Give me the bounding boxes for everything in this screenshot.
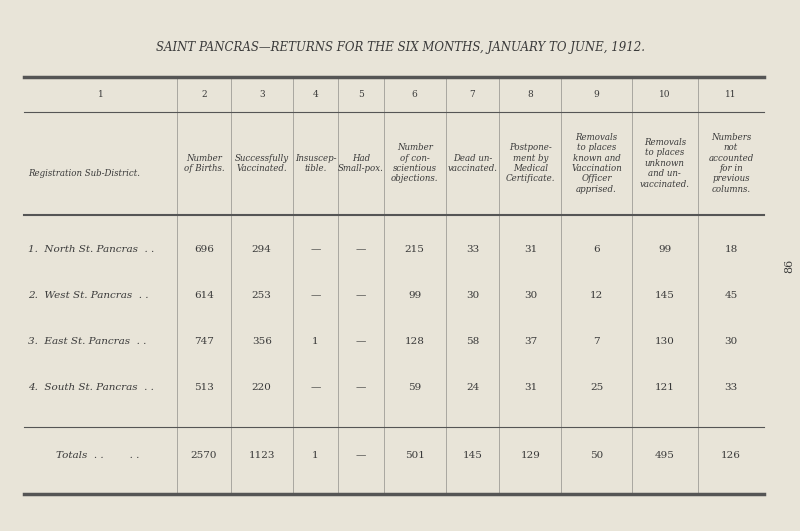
Text: Number
of con-
scientious
objections.: Number of con- scientious objections. <box>391 143 438 183</box>
Text: 121: 121 <box>655 383 674 392</box>
Text: Number
of Births.: Number of Births. <box>183 153 224 173</box>
Text: 30: 30 <box>724 337 738 346</box>
Text: 614: 614 <box>194 291 214 300</box>
Text: 130: 130 <box>655 337 674 346</box>
Text: 6: 6 <box>594 245 600 254</box>
Text: 7: 7 <box>594 337 600 346</box>
Text: 30: 30 <box>466 291 479 300</box>
Text: —: — <box>356 383 366 392</box>
Text: 220: 220 <box>252 383 272 392</box>
Text: SAINT PANCRAS—RETURNS FOR THE SIX MONTHS, JANUARY TO JUNE, 1912.: SAINT PANCRAS—RETURNS FOR THE SIX MONTHS… <box>155 41 645 54</box>
Text: 6: 6 <box>412 90 418 99</box>
Text: 129: 129 <box>521 451 540 460</box>
Text: —: — <box>356 451 366 460</box>
Text: Removals
to places
unknown
and un-
vaccinated.: Removals to places unknown and un- vacci… <box>640 138 690 189</box>
Text: 3.  East St. Pancras  . .: 3. East St. Pancras . . <box>28 337 146 346</box>
Text: 7: 7 <box>470 90 475 99</box>
Text: 696: 696 <box>194 245 214 254</box>
Text: —: — <box>310 383 321 392</box>
Text: 5: 5 <box>358 90 364 99</box>
Text: Postpone-
ment by
Medical
Certificate.: Postpone- ment by Medical Certificate. <box>506 143 555 183</box>
Text: 128: 128 <box>405 337 425 346</box>
Text: 4: 4 <box>313 90 318 99</box>
Text: 126: 126 <box>721 451 741 460</box>
Text: 18: 18 <box>724 245 738 254</box>
Text: 495: 495 <box>655 451 674 460</box>
Text: 215: 215 <box>405 245 425 254</box>
Text: 1: 1 <box>312 451 318 460</box>
Text: 86: 86 <box>785 259 794 272</box>
Text: —: — <box>310 291 321 300</box>
Text: 99: 99 <box>658 245 671 254</box>
Text: 1: 1 <box>312 337 318 346</box>
Text: 253: 253 <box>252 291 272 300</box>
Text: 33: 33 <box>466 245 479 254</box>
Text: 1123: 1123 <box>249 451 275 460</box>
Text: 25: 25 <box>590 383 603 392</box>
Text: Had
Small-pox.: Had Small-pox. <box>338 153 384 173</box>
Text: 294: 294 <box>252 245 272 254</box>
Text: 2570: 2570 <box>190 451 217 460</box>
Text: 145: 145 <box>655 291 674 300</box>
Text: 356: 356 <box>252 337 272 346</box>
Text: 2.  West St. Pancras  . .: 2. West St. Pancras . . <box>28 291 149 300</box>
Text: 99: 99 <box>408 291 422 300</box>
Text: 12: 12 <box>590 291 603 300</box>
Text: —: — <box>310 245 321 254</box>
Text: Insuscep-
tible.: Insuscep- tible. <box>294 153 336 173</box>
Text: 24: 24 <box>466 383 479 392</box>
Text: 59: 59 <box>408 383 422 392</box>
Text: 31: 31 <box>524 245 537 254</box>
Text: 747: 747 <box>194 337 214 346</box>
Text: Registration Sub-District.: Registration Sub-District. <box>28 169 140 178</box>
Text: 45: 45 <box>724 291 738 300</box>
Text: Dead un-
vaccinated.: Dead un- vaccinated. <box>447 153 498 173</box>
Text: 37: 37 <box>524 337 537 346</box>
Text: 9: 9 <box>594 90 599 99</box>
Text: 1.  North St. Pancras  . .: 1. North St. Pancras . . <box>28 245 154 254</box>
Text: 58: 58 <box>466 337 479 346</box>
Text: Totals  . .        . .: Totals . . . . <box>56 451 139 460</box>
Text: 501: 501 <box>405 451 425 460</box>
Text: 50: 50 <box>590 451 603 460</box>
Text: 10: 10 <box>659 90 670 99</box>
Text: 513: 513 <box>194 383 214 392</box>
Text: 31: 31 <box>524 383 537 392</box>
Text: Numbers
not
accounted
for in
previous
columns.: Numbers not accounted for in previous co… <box>708 133 754 194</box>
Text: —: — <box>356 337 366 346</box>
Text: 33: 33 <box>724 383 738 392</box>
Text: 30: 30 <box>524 291 537 300</box>
Text: 145: 145 <box>462 451 482 460</box>
Text: —: — <box>356 291 366 300</box>
Text: 8: 8 <box>527 90 534 99</box>
Text: 11: 11 <box>725 90 737 99</box>
Text: —: — <box>356 245 366 254</box>
Text: 3: 3 <box>259 90 265 99</box>
Text: 4.  South St. Pancras  . .: 4. South St. Pancras . . <box>28 383 154 392</box>
Text: Removals
to places
known and
Vaccination
Officer
apprised.: Removals to places known and Vaccination… <box>571 133 622 194</box>
Text: Successfully
Vaccinated.: Successfully Vaccinated. <box>234 153 289 173</box>
Text: 1: 1 <box>98 90 103 99</box>
Text: 2: 2 <box>201 90 206 99</box>
